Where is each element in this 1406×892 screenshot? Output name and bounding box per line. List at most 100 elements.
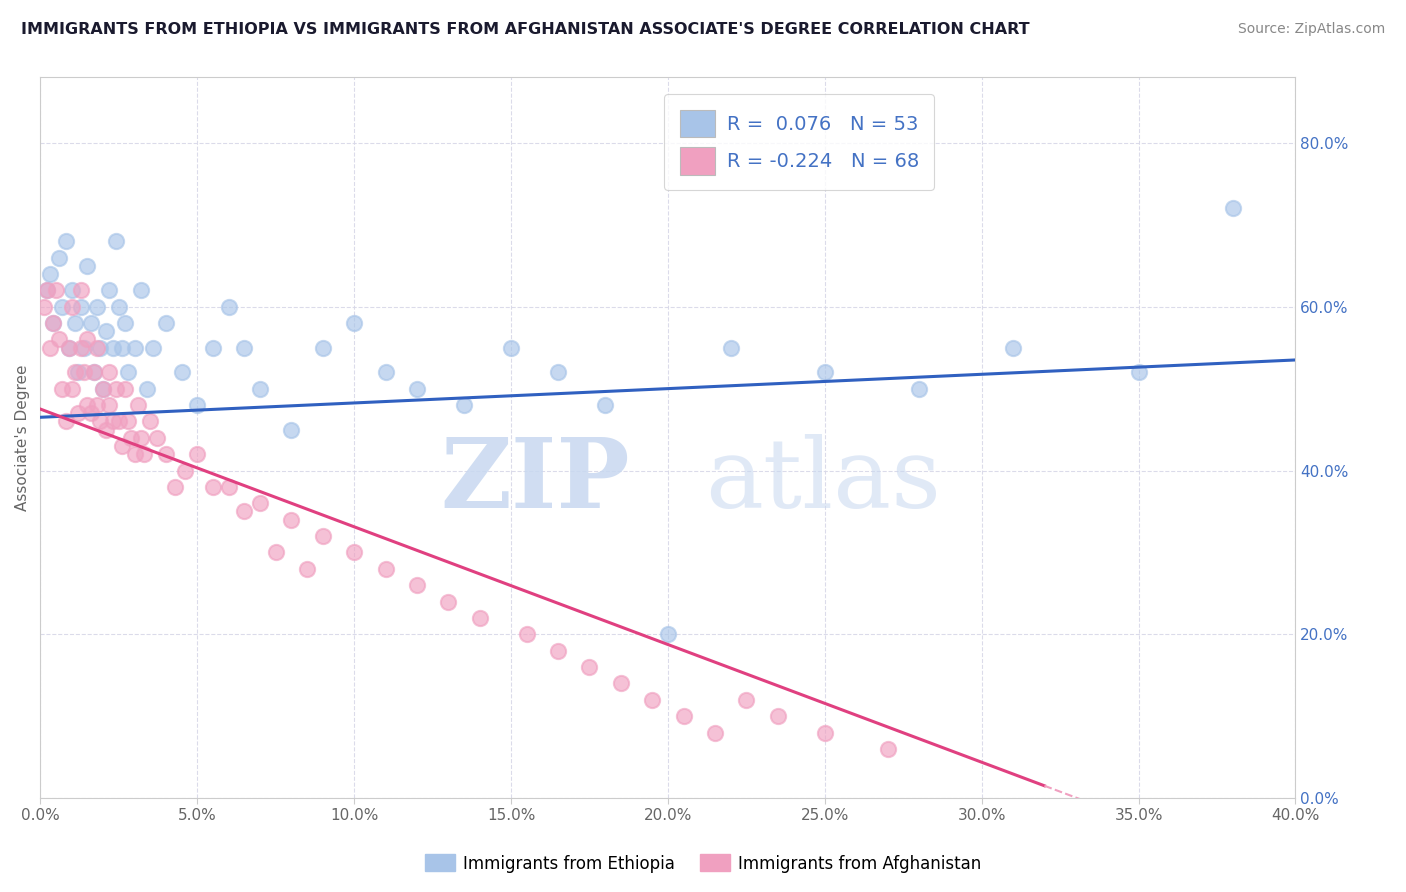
Point [201, 341, 224, 355]
Point [280, 423, 302, 437]
Point [58, 341, 80, 355]
Point [1128, 365, 1150, 379]
Point [51, 382, 73, 396]
Point [63, 365, 86, 379]
Point [91, 382, 114, 396]
Point [55, 414, 77, 428]
Point [89, 341, 111, 355]
Point [42, 316, 65, 330]
Point [48, 251, 70, 265]
Point [1222, 202, 1244, 216]
Point [280, 513, 302, 527]
Point [96, 423, 118, 437]
Point [578, 660, 600, 674]
Point [76, 333, 98, 347]
Point [104, 234, 127, 248]
Point [499, 341, 522, 355]
Point [453, 398, 475, 412]
Point [86, 398, 108, 412]
Point [32, 300, 55, 314]
Point [264, 545, 287, 559]
Point [249, 496, 271, 510]
Point [70, 341, 93, 355]
Point [312, 529, 335, 543]
Point [89, 414, 111, 428]
Point [96, 324, 118, 338]
Point [814, 365, 837, 379]
Point [516, 627, 538, 641]
Point [343, 316, 366, 330]
Point [704, 725, 727, 739]
Point [165, 480, 187, 494]
Legend: Immigrants from Ethiopia, Immigrants from Afghanistan: Immigrants from Ethiopia, Immigrants fro… [418, 847, 988, 880]
Point [343, 545, 366, 559]
Point [735, 693, 758, 707]
Point [657, 627, 679, 641]
Point [108, 414, 131, 428]
Point [117, 365, 139, 379]
Point [111, 439, 134, 453]
Point [111, 341, 134, 355]
Point [218, 300, 240, 314]
Point [233, 504, 256, 518]
Point [86, 300, 108, 314]
Point [406, 578, 429, 592]
Point [58, 341, 80, 355]
Point [908, 382, 931, 396]
Point [98, 365, 121, 379]
Point [42, 316, 65, 330]
Point [124, 341, 146, 355]
Point [101, 341, 124, 355]
Point [76, 398, 98, 412]
Point [55, 234, 77, 248]
Point [127, 398, 149, 412]
Point [79, 406, 101, 420]
Point [117, 414, 139, 428]
Point [129, 431, 152, 445]
Point [38, 267, 60, 281]
Point [86, 341, 108, 355]
Point [120, 431, 142, 445]
Point [170, 365, 193, 379]
Point [374, 365, 396, 379]
Text: Source: ZipAtlas.com: Source: ZipAtlas.com [1237, 22, 1385, 37]
Point [173, 463, 195, 477]
Point [468, 611, 491, 625]
Point [70, 284, 93, 298]
Point [641, 693, 664, 707]
Point [1002, 341, 1025, 355]
Point [374, 562, 396, 576]
Point [48, 333, 70, 347]
Point [142, 341, 165, 355]
Point [73, 341, 96, 355]
Point [76, 259, 98, 273]
Point [124, 447, 146, 461]
Point [876, 742, 898, 756]
Point [129, 284, 152, 298]
Point [186, 447, 208, 461]
Point [108, 300, 131, 314]
Point [73, 365, 96, 379]
Point [104, 382, 127, 396]
Point [45, 284, 67, 298]
Point [139, 414, 162, 428]
Point [38, 341, 60, 355]
Text: atlas: atlas [706, 434, 942, 528]
Point [233, 341, 256, 355]
Text: ZIP: ZIP [441, 434, 630, 528]
Point [145, 431, 167, 445]
Text: IMMIGRANTS FROM ETHIOPIA VS IMMIGRANTS FROM AFGHANISTAN ASSOCIATE'S DEGREE CORRE: IMMIGRANTS FROM ETHIOPIA VS IMMIGRANTS F… [21, 22, 1029, 37]
Point [547, 365, 569, 379]
Point [295, 562, 318, 576]
Point [35, 284, 58, 298]
Point [98, 398, 121, 412]
Point [114, 316, 136, 330]
Legend: R =  0.076   N = 53, R = -0.224   N = 68: R = 0.076 N = 53, R = -0.224 N = 68 [664, 95, 935, 190]
Y-axis label: Associate's Degree: Associate's Degree [15, 365, 30, 511]
Point [101, 414, 124, 428]
Point [547, 643, 569, 657]
Point [186, 398, 208, 412]
Point [610, 676, 633, 690]
Point [60, 284, 83, 298]
Point [814, 725, 837, 739]
